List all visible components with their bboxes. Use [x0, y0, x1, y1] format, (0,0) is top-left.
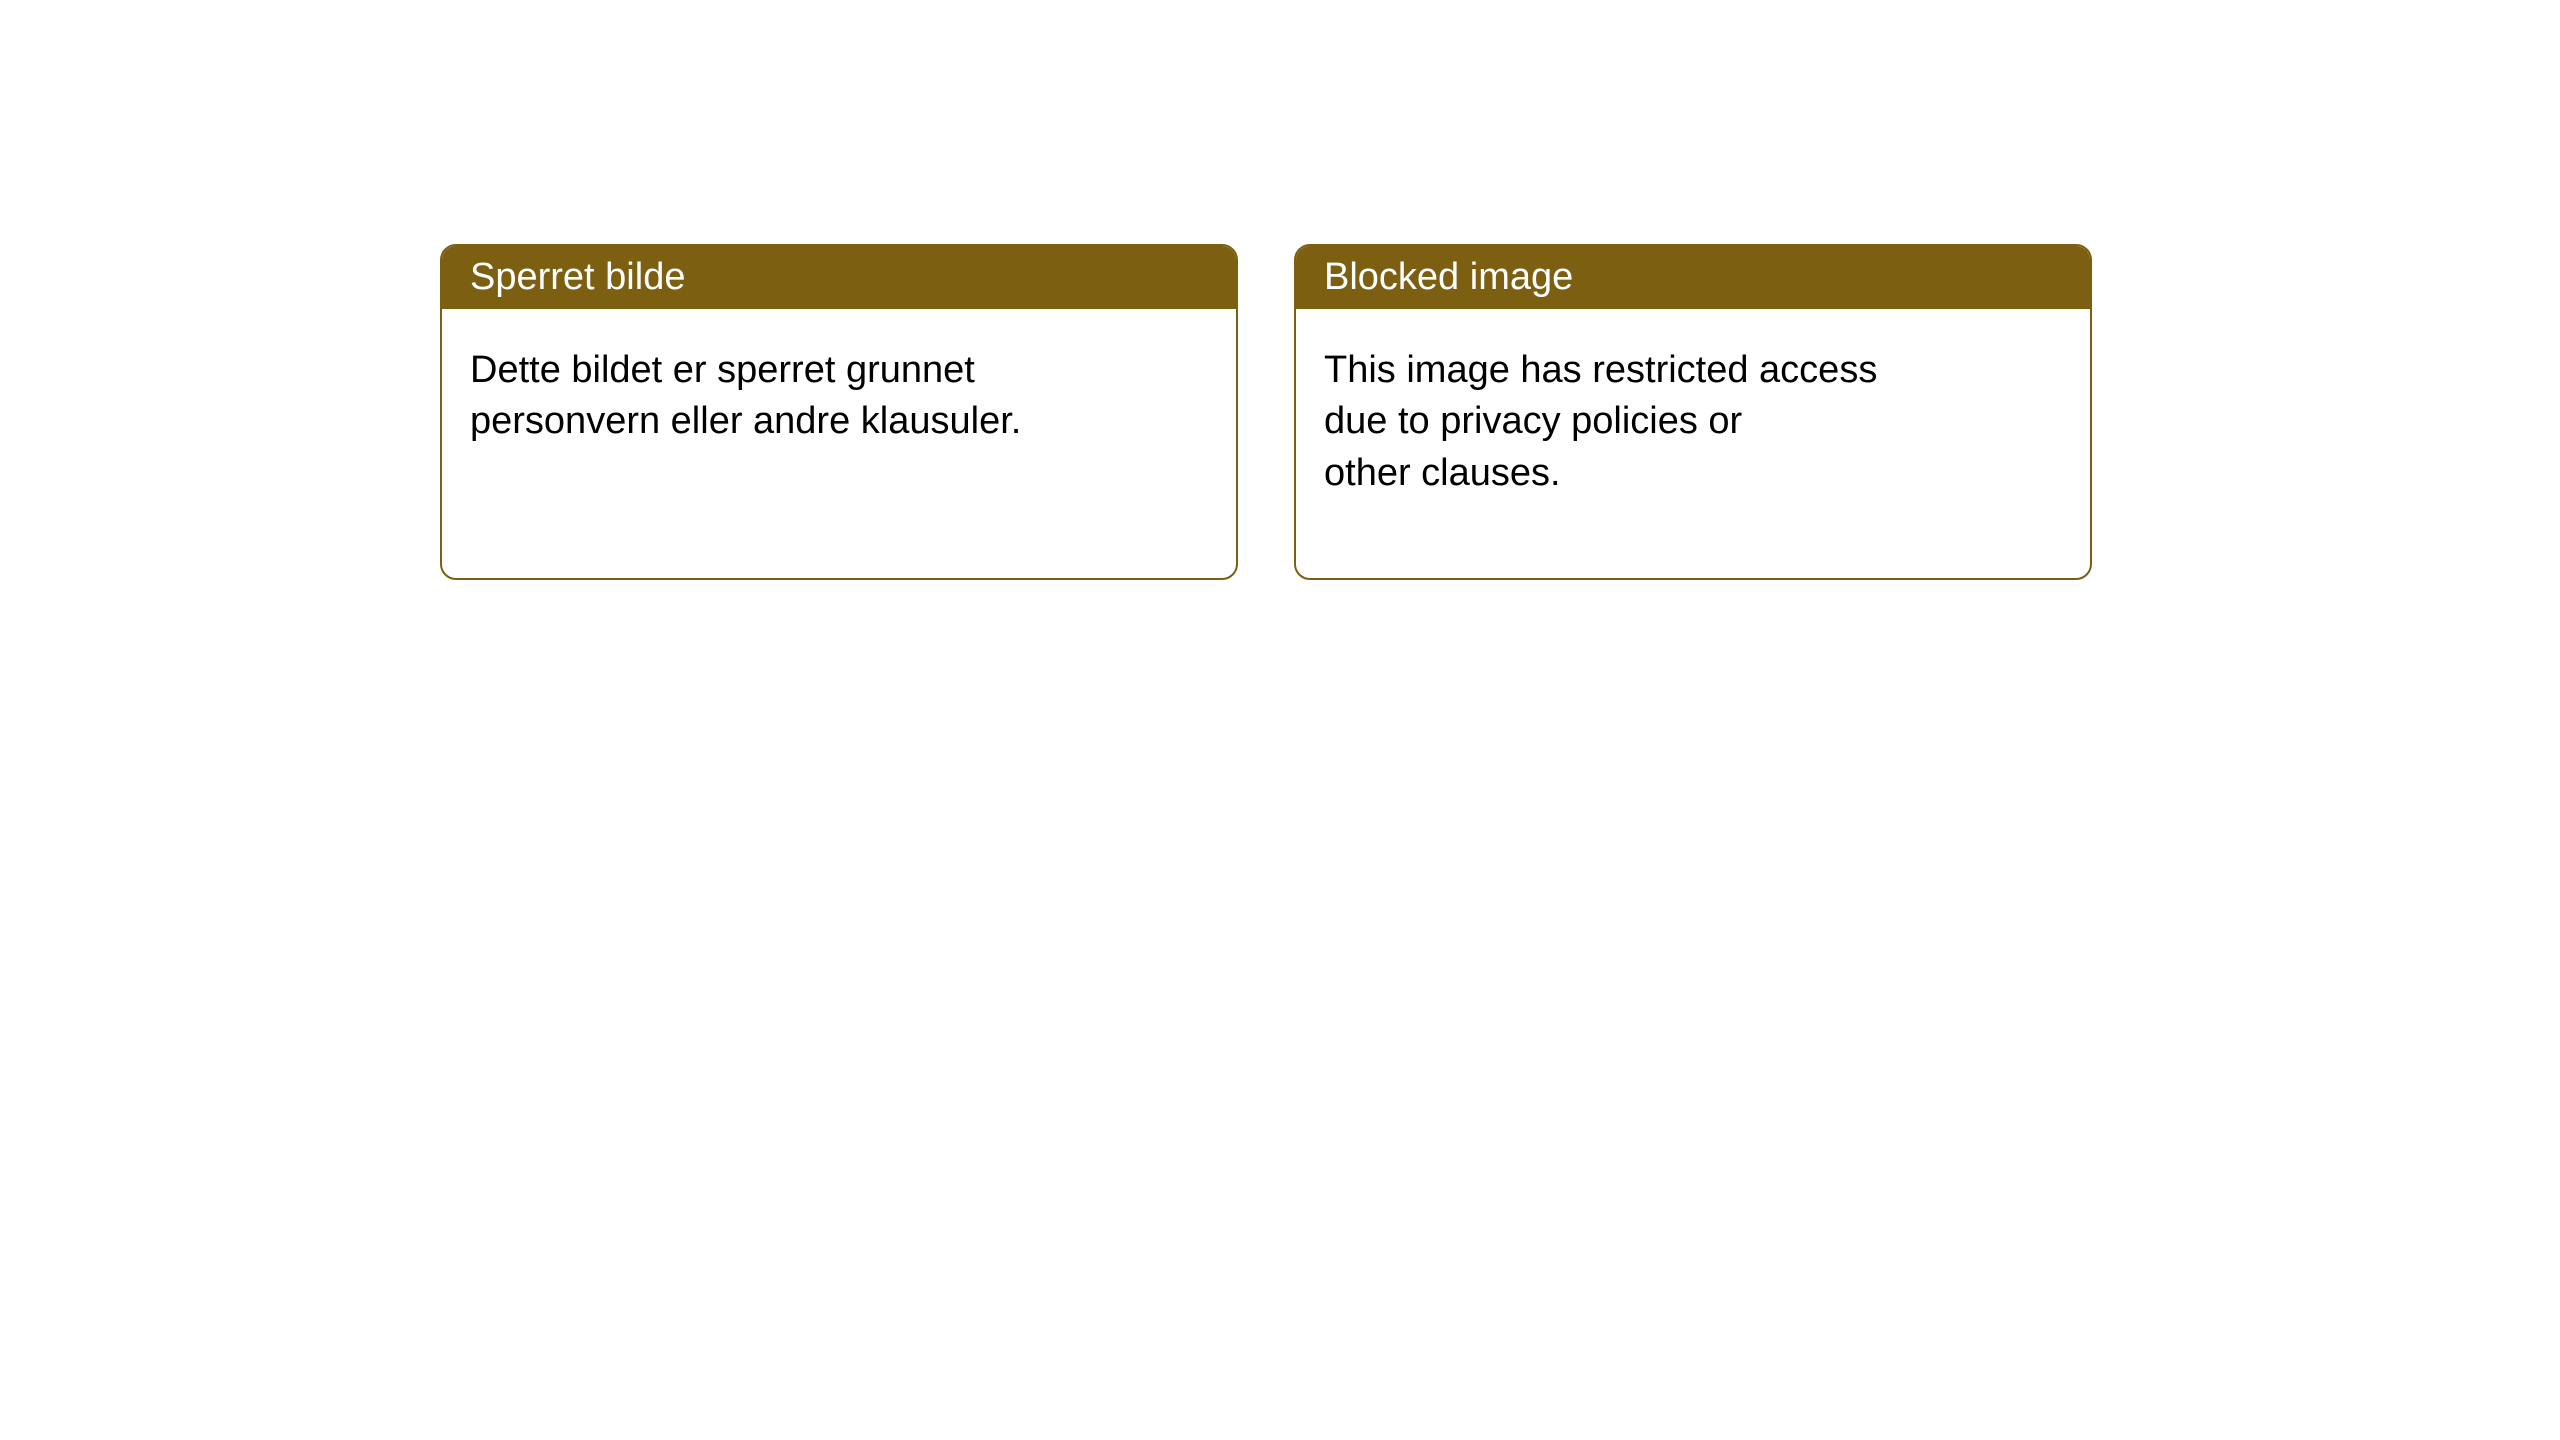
notice-card-norwegian: Sperret bilde Dette bildet er sperret gr…	[440, 244, 1238, 580]
notice-container: Sperret bilde Dette bildet er sperret gr…	[0, 0, 2560, 580]
notice-body-text: Dette bildet er sperret grunnet personve…	[442, 309, 1236, 484]
notice-header: Sperret bilde	[442, 246, 1236, 309]
notice-card-english: Blocked image This image has restricted …	[1294, 244, 2092, 580]
notice-header: Blocked image	[1296, 246, 2090, 309]
notice-body-text: This image has restricted access due to …	[1296, 309, 2090, 535]
